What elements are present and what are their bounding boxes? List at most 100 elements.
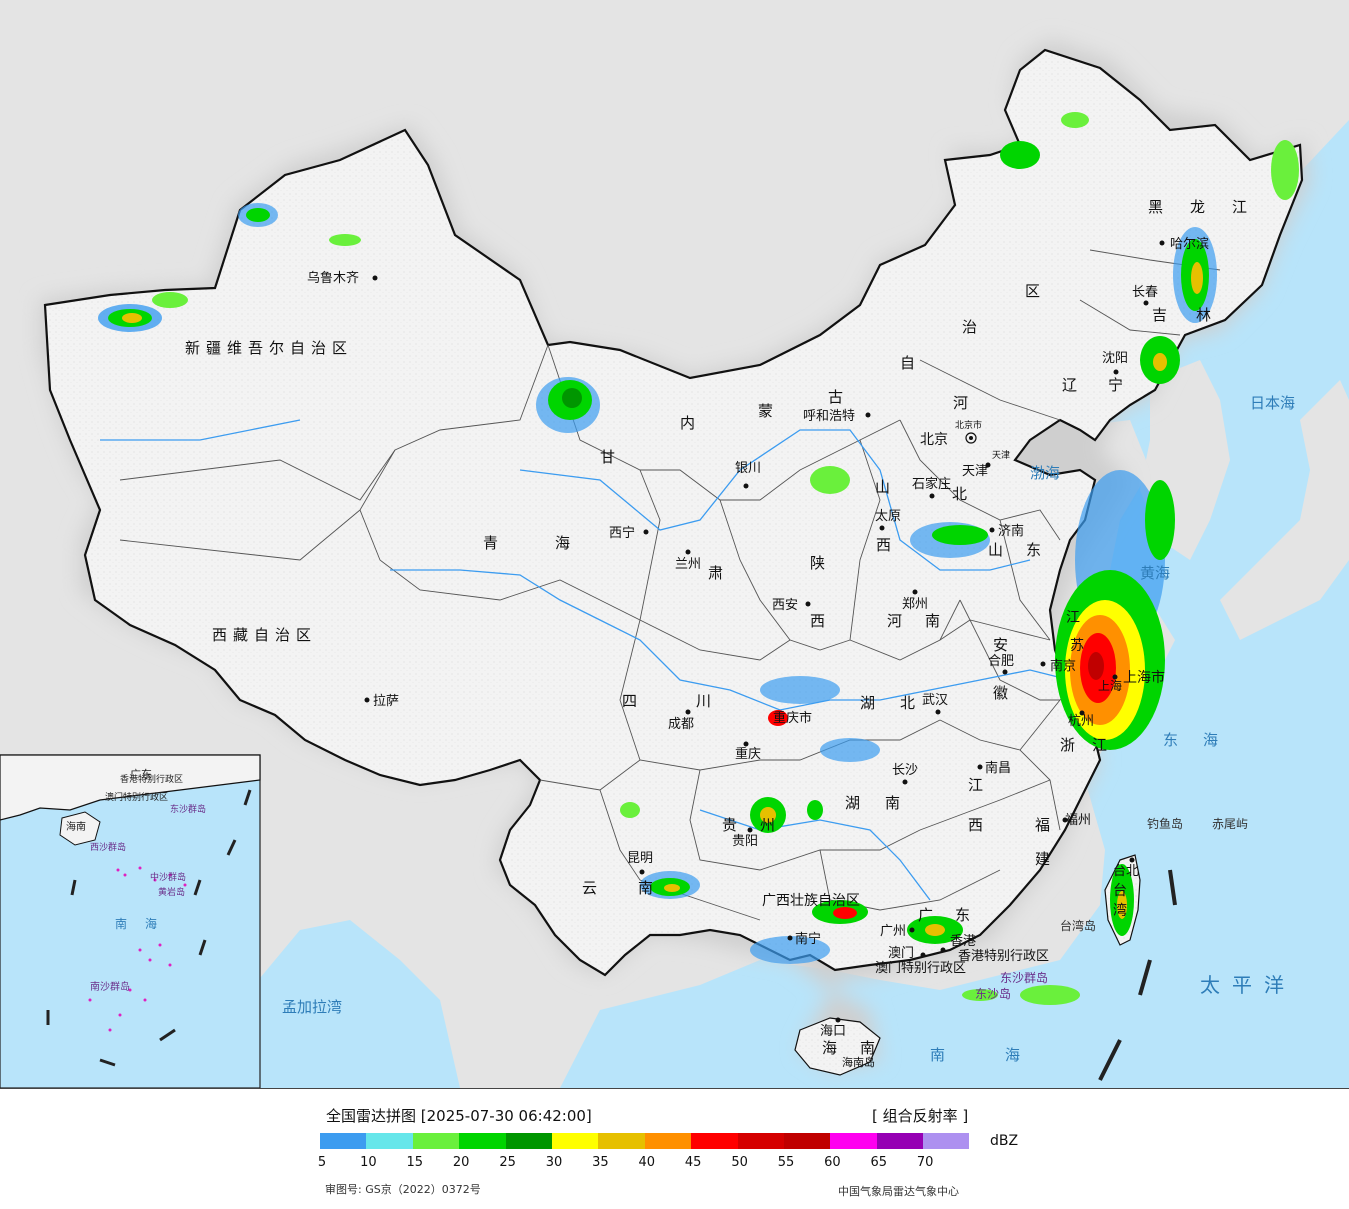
inset-land: [0, 754, 261, 821]
inset-label-guangdong: 广东: [130, 768, 152, 781]
label-taipingyang: 太平洋: [1200, 973, 1296, 997]
label-heilongjiang-2: 龙: [1190, 198, 1205, 216]
label-fuzhou: 福州: [1065, 813, 1091, 828]
label-hainan-1: 海: [822, 1039, 837, 1057]
label-taiwan-2: 湾: [1113, 902, 1127, 919]
city-dot: [685, 549, 691, 555]
legend-color-55-dbz: [783, 1133, 831, 1149]
label-nanhai-2: 海: [1005, 1046, 1020, 1064]
label-tianjin: 天津: [962, 464, 988, 479]
echo-yunnan: [640, 871, 700, 899]
inset-label-nanhai-1: 南: [115, 916, 127, 931]
boundary-dashes: [1098, 869, 1177, 1081]
city-dot: [902, 779, 908, 785]
label-qinghai-a: 青: [483, 534, 498, 552]
label-liaoning-1: 辽: [1062, 376, 1077, 394]
label-anhui-1: 安: [993, 636, 1008, 654]
label-sichuan-1: 四: [622, 692, 637, 710]
city-dot: [372, 275, 378, 281]
label-jilin-2: 林: [1196, 306, 1211, 324]
label-dongsha-island: 东沙岛: [975, 986, 1011, 1001]
capital-marker: [965, 432, 977, 444]
label-guangzhou: 广州: [880, 924, 906, 939]
south-china-sea-inset: 广东 香港特别行政区 澳门特别行政区 东沙群岛 海南 西沙群岛 中沙群岛 黄岩岛…: [0, 754, 261, 1088]
city-dot: [364, 697, 370, 703]
legend-tick: 50: [731, 1155, 748, 1170]
echo-inner-mongolia-west: [536, 377, 600, 433]
label-anhui-2: 徽: [993, 684, 1008, 702]
label-urumqi: 乌鲁木齐: [307, 270, 359, 286]
radar-map[interactable]: 新疆维吾尔自治区 乌鲁木齐 西藏自治区 拉萨 青 海 西宁 甘 兰州 肃 银川 …: [0, 0, 1349, 1088]
label-hubei-1: 湖: [860, 694, 875, 712]
label-liaoning-2: 宁: [1108, 376, 1123, 394]
legend-tick: 5: [317, 1155, 327, 1170]
label-tianjin-city: 天津: [992, 450, 1010, 461]
city-dot: [1129, 857, 1135, 863]
label-zhejiang-1: 浙: [1060, 736, 1075, 754]
label-harbin: 哈尔滨: [1170, 236, 1209, 252]
legend-color-35-dbz: [598, 1133, 645, 1149]
label-changchun: 长春: [1132, 285, 1158, 300]
label-henan-2: 南: [925, 612, 940, 630]
echo-guangxi-guangdong: [750, 900, 1080, 1005]
legend-color-50-dbz: [737, 1133, 784, 1149]
city-dot: [989, 527, 995, 533]
legend-tick: 40: [638, 1155, 656, 1170]
label-shijiazhuang: 石家庄: [912, 476, 951, 492]
legend-tick: 60: [824, 1155, 841, 1170]
legend-color-5-dbz: [320, 1133, 367, 1149]
city-dot: [639, 869, 645, 875]
legend-color-60-dbz: [830, 1133, 877, 1149]
legend-tick: 15: [406, 1155, 424, 1170]
label-heilongjiang-3: 江: [1232, 198, 1247, 216]
label-taibei: 台北: [1113, 864, 1139, 879]
inset-label-nanhai-2: 海: [145, 916, 157, 931]
city-dot: [685, 709, 691, 715]
legend-color-10-dbz: [366, 1133, 413, 1149]
label-wuhan: 武汉: [922, 693, 948, 708]
radar-echoes: [98, 112, 1299, 1005]
inset-label-hainan: 海南: [66, 820, 86, 833]
legend-tick: 70: [916, 1155, 934, 1170]
label-hubei-2: 北: [900, 694, 915, 712]
label-dongsha: 东沙群岛: [1000, 970, 1048, 985]
inset-labels: 广东 香港特别行政区 澳门特别行政区 东沙群岛 海南 西沙群岛 中沙群岛 黄岩岛…: [66, 768, 206, 993]
label-jiangxi-2: 西: [968, 816, 983, 834]
city-dot: [1002, 669, 1008, 675]
label-hunan-2: 南: [885, 794, 900, 812]
label-nanning: 南宁: [795, 931, 821, 947]
label-neimeng-1: 内: [680, 414, 695, 432]
legend-tick: 20: [452, 1155, 470, 1170]
label-riben-hai: 日本海: [1250, 394, 1295, 412]
label-shanghai-city: 上海市: [1123, 669, 1165, 686]
inset-label-xisha: 西沙群岛: [90, 841, 126, 853]
label-hunan-1: 湖: [845, 794, 860, 812]
label-fujian-1: 福: [1035, 816, 1050, 834]
label-jinan: 济南: [998, 523, 1024, 539]
label-tibet: 西藏自治区: [212, 626, 317, 644]
legend-color-20-dbz: [459, 1133, 506, 1149]
city-dot: [1113, 369, 1119, 375]
city-dot: [805, 601, 811, 607]
legend-color-65-dbz: [876, 1133, 924, 1149]
city-dot: [909, 927, 915, 933]
city-dot: [912, 589, 918, 595]
label-macau: 澳门: [888, 945, 914, 961]
label-shanxi-1: 山: [875, 478, 890, 496]
label-chongqing: 重庆: [735, 746, 761, 762]
legend-color-40-dbz: [644, 1133, 692, 1149]
city-dot: [920, 952, 926, 958]
label-yunnan-2: 南: [638, 879, 653, 897]
label-shenyang: 沈阳: [1102, 351, 1128, 366]
map-labels: 新疆维吾尔自治区 乌鲁木齐 西藏自治区 拉萨 青 海 西宁 甘 兰州 肃 银川 …: [185, 198, 1296, 1069]
legend-tick: 30: [545, 1155, 563, 1170]
province-borders: [119, 249, 1221, 921]
label-neimeng-6: 区: [1025, 282, 1040, 300]
city-dot: [1040, 661, 1046, 667]
city-dot: [879, 525, 885, 531]
legend-color-70-dbz: [923, 1133, 970, 1149]
city-dot: [787, 935, 793, 941]
label-chengdu: 成都: [668, 717, 694, 732]
label-zhejiang-2: 江: [1092, 736, 1107, 754]
rivers: [100, 419, 1071, 901]
